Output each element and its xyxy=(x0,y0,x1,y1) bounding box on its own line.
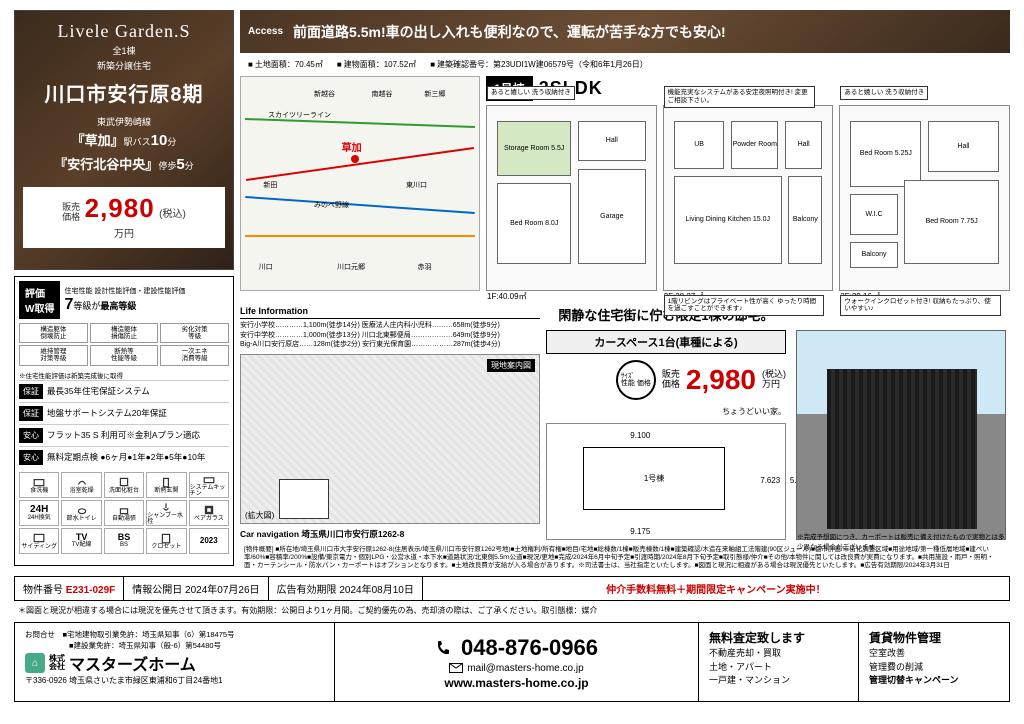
service-rental: 賃貸物件管理 空室改善 管理費の削減 管理切替キャンペーン xyxy=(859,623,1009,701)
feature-icon-grid: 食洗機 浴室乾燥 洗面化粧台 断熱玄関 システムキッチン 24H24H換気 節水… xyxy=(19,472,229,554)
road-banner: Access 前面道路5.5m!車の出し入れも便利なので、運転が苦手な方でも安心… xyxy=(240,10,1010,53)
feature-icon: 自動湯張 xyxy=(104,500,144,526)
footer: お問合せ ■宅地建物取引業免許：埼玉県知事（6）第18475号 ■建設業免許：埼… xyxy=(14,622,1010,702)
promo-text: 仲介手数料無料＋期間限定キャンペーン実施中！ xyxy=(423,577,1009,600)
quality-circle: ｻｲｽﾞ 性能 価格 xyxy=(616,360,656,400)
access-summary: 東武伊勢崎線 『草加』駅バス10分 『安行北谷中央』停歩5分 xyxy=(23,115,225,177)
eval-cell: 一次エネ 消費等級 xyxy=(160,345,229,365)
website-link[interactable]: www.masters-home.co.jp xyxy=(444,676,588,690)
site-plan: 1号棟 9.100 7.623 9.175 5.5 xyxy=(546,423,786,540)
route-map: 草加 新越谷 南越谷 新三郷 スカイツリーライン 新田 東川口 みのべ野線 川口… xyxy=(240,76,480,291)
eval-cell: 維持管理 対策等級 xyxy=(19,345,88,365)
company-logo-icon: ⌂ xyxy=(25,653,45,673)
eval-cell: 劣化対策 等級 xyxy=(160,323,229,343)
feature-icon: 洗面化粧台 xyxy=(104,472,144,498)
eval-grid: 構造躯体 倒壊防止 構造躯体 損傷防止 劣化対策 等級 維持管理 対策等級 断熱… xyxy=(19,323,229,366)
units-line: 全1棟 xyxy=(23,44,225,57)
feature-icon: 食洗機 xyxy=(19,472,59,498)
feature-icon: 浴室乾燥 xyxy=(61,472,101,498)
company-name: ⌂ 株式 会社 マスターズホーム xyxy=(25,651,324,675)
hero-price: 販売 価格 2,980 (税込)万円 xyxy=(23,187,225,248)
feature-icon: BSBS xyxy=(104,528,144,554)
spec-line: 土地面積：70.45㎡ 建物面積：107.52㎡ 建築確認番号：第23UDI1W… xyxy=(240,57,1010,72)
mail-icon xyxy=(449,663,463,673)
feature-icon: シャンプー水栓 xyxy=(146,500,186,526)
eval-badge: 評価 W取得 xyxy=(19,281,60,319)
floor-3f: あると嬉しい 洗う収納付き Bed Room 5.25J Hall W.I.C … xyxy=(839,105,1010,291)
access-label: Access xyxy=(248,26,283,37)
feature-icon: TVTV配線 xyxy=(61,528,101,554)
property-title: 川口市安行原8期 xyxy=(23,78,225,107)
feature-icon: クロゼット xyxy=(146,528,186,554)
disclaimer: ＊図面と現況が相違する場合には現況を優先させて頂きます。有効期限：公開日より1ヶ… xyxy=(14,605,1010,616)
feature-icon: システムキッチン xyxy=(189,472,229,498)
street-map: 現地案内図 現地 (拡大図) xyxy=(240,354,540,524)
eval-cell: 構造躯体 倒壊防止 xyxy=(19,323,88,343)
contact-info: 048-876-0966 mail@masters-home.co.jp www… xyxy=(335,623,699,701)
eval-cell: 断熱等 性能等級 xyxy=(90,345,159,365)
evaluation-panel: 評価 W取得 住宅性能 設計性能評価・建設性能評価 7等級が最高等級 構造躯体 … xyxy=(14,276,234,566)
car-navigation: Car navigation 埼玉県川口市安行原1262-8 xyxy=(240,528,540,540)
info-bar: 物件番号 E231-029F 情報公開日 2024年07月26日 広告有効期限 … xyxy=(14,576,1010,601)
car-space: カースペース1台(車種による) xyxy=(546,330,786,354)
phone-icon xyxy=(435,638,455,658)
price-block: ｻｲｽﾞ 性能 価格 販売 価格 2,980 (税込)万円 xyxy=(546,360,786,400)
email-link[interactable]: mail@masters-home.co.jp xyxy=(449,663,583,674)
floor-plans: 1号棟 3SLDK あると嬉しい 洗う収納付き Storage Room 5.5… xyxy=(486,76,1010,291)
hero-panel: Livele Garden.S 全1棟 新築分譲住宅 川口市安行原8期 東武伊勢… xyxy=(14,10,234,270)
life-information: Life Information 安行小学校…………1,100m(徒歩14分) … xyxy=(240,305,540,350)
eval-row: 保証最長35年住宅保証システム xyxy=(19,380,229,402)
feature-icon: 24H24H換気 xyxy=(19,500,59,526)
eval-row: 保証地盤サポートシステム20年保証 xyxy=(19,402,229,424)
service-appraisal: 無料査定致します 不動産売却・買取 土地・アパート 一戸建・マンション xyxy=(699,623,859,701)
feature-icon: ペアガラス xyxy=(189,500,229,526)
road-headline: 前面道路5.5m!車の出し入れも便利なので、運転が苦手な方でも安心! xyxy=(293,22,1002,42)
phone-number[interactable]: 048-876-0966 xyxy=(435,635,598,661)
feature-icon: 断熱玄関 xyxy=(146,472,186,498)
eval-row: 安心フラット35 S 利用可※金利Aプラン適応 xyxy=(19,424,229,446)
eval-row: 安心無料定期点検 ●6ヶ月●1年●2年●5年●10年 xyxy=(19,446,229,468)
feature-icon: 2023 xyxy=(189,528,229,554)
type-line: 新築分譲住宅 xyxy=(23,59,225,72)
floor-1f: あると嬉しい 洗う収納付き Storage Room 5.5J Hall Bed… xyxy=(486,105,657,291)
floor-2f: 機能充実なシステムがある安定夜照明付き! 変更ご相談下さい。 UB Powder… xyxy=(663,105,834,291)
brand-logo: Livele Garden.S xyxy=(23,21,225,42)
company-info: お問合せ ■宅地建物取引業免許：埼玉県知事（6）第18475号 ■建設業免許：埼… xyxy=(15,623,335,701)
feature-icon: サイディング xyxy=(19,528,59,554)
building-render: ※完成予想図につき、カーポートは販売に備え付けたもので実物とは多少異なる場合がご… xyxy=(796,330,1006,540)
eval-cell: 構造躯体 損傷防止 xyxy=(90,323,159,343)
feature-icon: 節水トイレ xyxy=(61,500,101,526)
